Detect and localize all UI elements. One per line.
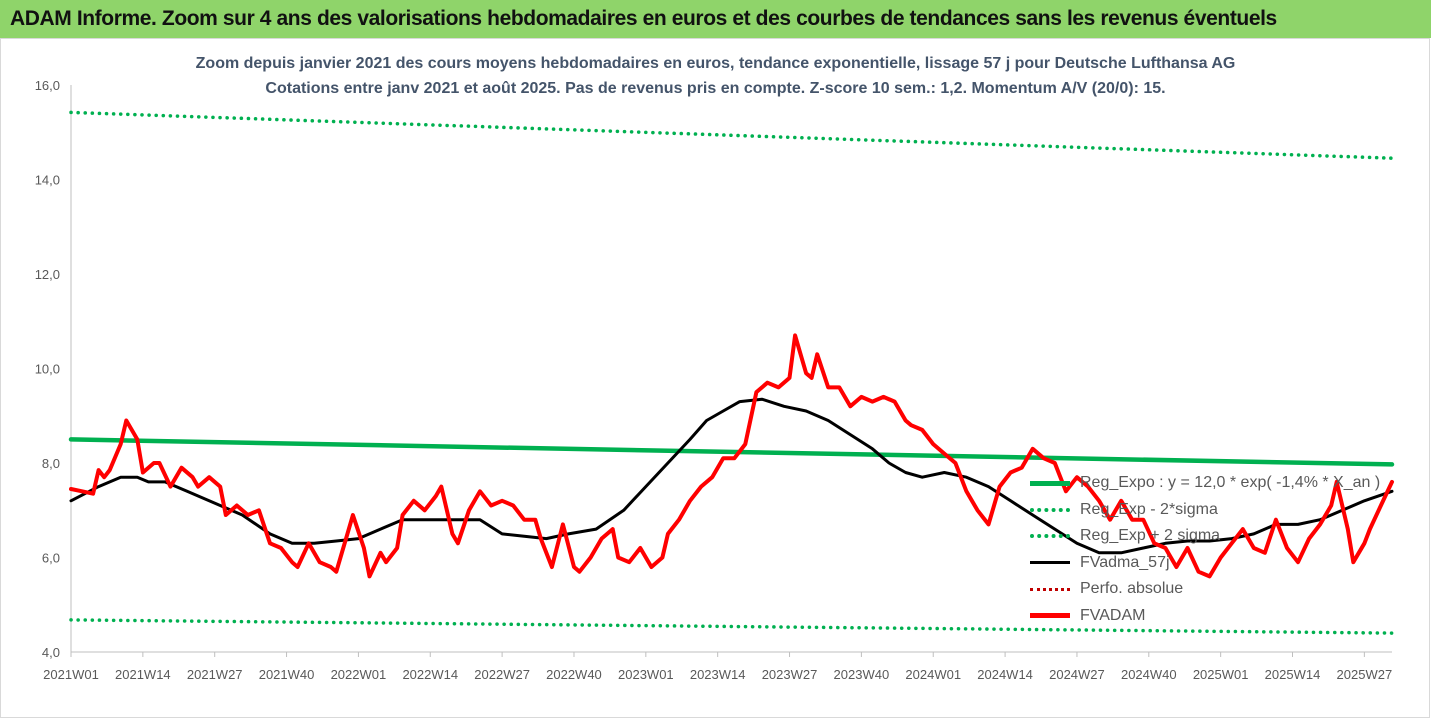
x-tick-label: 2025W01 [1193, 667, 1249, 682]
legend-label-reg-expo: Reg_Expo : y = 12,0 * exp( -1,4% * X_an … [1080, 474, 1381, 492]
report-banner: ADAM Informe. Zoom sur 4 ans des valoris… [0, 0, 1431, 38]
y-tick-label: 8,0 [42, 456, 60, 471]
x-tick-label: 2023W14 [690, 667, 746, 682]
x-tick-label: 2024W01 [905, 667, 961, 682]
y-tick-label: 12,0 [35, 267, 60, 282]
y-tick-label: 4,0 [42, 645, 60, 660]
x-tick-label: 2023W40 [834, 667, 890, 682]
chart-title-line-2: Cotations entre janv 2021 et août 2025. … [265, 80, 1166, 97]
legend-swatch-plus-2-sigma [1030, 534, 1070, 539]
x-tick-label: 2023W27 [762, 667, 818, 682]
legend-swatch-fvadma [1030, 561, 1070, 565]
series-reg-expo [68, 437, 1395, 467]
series-plus-2-sigma [69, 110, 1394, 160]
legend-swatch-perfo-absolue [1030, 587, 1070, 591]
x-tick-label: 2021W27 [187, 667, 243, 682]
legend-item-fvadma: FVadma_57j [1030, 550, 1220, 577]
chart-title-line-1: Zoom depuis janvier 2021 des cours moyen… [195, 55, 1236, 72]
legend-item-reg-expo: Reg_Expo : y = 12,0 * exp( -1,4% * X_an … [1030, 470, 1380, 497]
chart-axes: 4,0 6,0 8,0 10,0 12,0 14,0 16,0 2021W01 2021W14 2… [35, 78, 1393, 682]
chart-legend: Reg_Expo : y = 12,0 * exp( -1,4% * X_an … [1030, 470, 1380, 630]
y-tick-label: 14,0 [35, 173, 60, 188]
x-tick-label: 2022W14 [402, 667, 458, 682]
x-tick-label: 2025W27 [1337, 667, 1393, 682]
x-tick-label: 2023W01 [618, 667, 674, 682]
x-tick-label: 2022W27 [474, 667, 530, 682]
x-tick-label: 2024W40 [1121, 667, 1177, 682]
legend-label-minus-2-sigma: Reg_Exp - 2*sigma [1080, 500, 1218, 518]
legend-item-perfo-absolue: Perfo. absolue [1030, 576, 1220, 603]
banner-title: ADAM Informe. Zoom sur 4 ans des valoris… [10, 7, 1277, 30]
x-tick-label: 2024W27 [1049, 667, 1105, 682]
legend-swatch-reg-expo [1030, 480, 1070, 486]
x-tick-label: 2022W01 [331, 667, 387, 682]
y-tick-label: 10,0 [35, 362, 60, 377]
x-tick-label: 2024W14 [977, 667, 1033, 682]
x-tick-label: 2021W14 [115, 667, 171, 682]
series-fvadam [69, 333, 1394, 579]
y-tick-label: 6,0 [42, 551, 60, 566]
legend-item-minus-2-sigma: Reg_Exp - 2*sigma [1030, 497, 1220, 524]
legend-label-plus-2-sigma: Reg_Exp + 2 sigma [1080, 527, 1221, 545]
legend-label-fvadam: FVADAM [1080, 606, 1146, 624]
y-tick-label: 16,0 [35, 78, 60, 93]
series-minus-2-sigma [69, 618, 1394, 635]
x-tick-label: 2022W40 [546, 667, 602, 682]
legend-label-perfo-absolue: Perfo. absolue [1080, 580, 1184, 598]
x-tick-label: 2021W01 [43, 667, 99, 682]
legend-swatch-minus-2-sigma [1030, 507, 1070, 512]
series-fvadma [69, 397, 1394, 555]
legend-label-fvadma: FVadma_57j [1080, 553, 1170, 571]
x-tick-label: 2021W40 [259, 667, 315, 682]
legend-item-plus-2-sigma: Reg_Exp + 2 sigma [1030, 523, 1220, 550]
chart-series [68, 110, 1395, 635]
legend-swatch-fvadam [1030, 613, 1070, 619]
legend-item-fvadam: FVADAM [1030, 603, 1220, 630]
x-tick-label: 2025W14 [1265, 667, 1321, 682]
